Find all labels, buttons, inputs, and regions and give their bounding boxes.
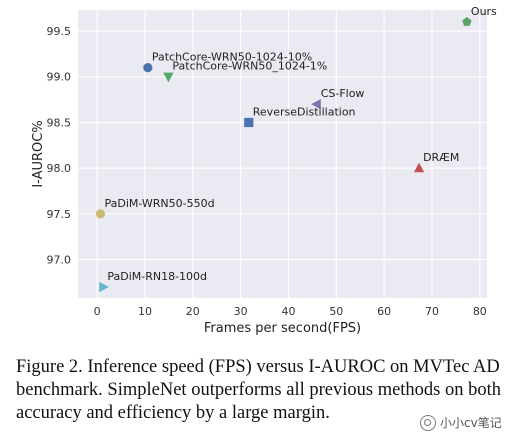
data-point: [99, 281, 109, 293]
point-label: PatchCore-WRN50-1024-10%: [152, 51, 312, 64]
data-point: [413, 162, 425, 173]
point-label: PaDiM-RN18-100d: [107, 270, 207, 283]
data-point: [462, 16, 472, 26]
watermark-text: 小小cv笔记: [440, 416, 502, 430]
point-label: ReverseDistillation: [253, 105, 356, 118]
x-axis-label: Frames per second(FPS): [204, 321, 361, 336]
y-tick-label: 98.0: [47, 162, 72, 175]
point-label: Ours: [471, 5, 497, 18]
wechat-logo-icon: [420, 414, 436, 431]
scatter-chart: 0 10 20 30 40 50 60 70 80 97.0 97.5 98.0 98.5 99.0 99…: [31, 5, 497, 336]
x-tick-label: 0: [94, 305, 101, 318]
y-tick-label: 99.0: [47, 71, 72, 84]
data-points: Ours PatchCore-WRN50-1024-10%PatchCore-WR…: [95, 5, 497, 293]
y-tick-label: 98.5: [47, 116, 72, 129]
y-tick-label: 97.0: [47, 254, 72, 267]
data-point: [163, 72, 174, 83]
point-label: DRÆM: [423, 151, 459, 164]
point-label: PatchCore-WRN50_1024-1%: [172, 60, 327, 73]
point-label: PaDiM-WRN50-550d: [104, 197, 214, 210]
y-axis-ticks: 97.0 97.5 98.0 98.5 99.0 99.5: [47, 25, 72, 267]
data-point: [143, 63, 153, 73]
x-tick-label: 30: [234, 305, 248, 318]
y-axis-label: I-AUROC%: [31, 120, 46, 187]
watermark: 小小cv笔记: [420, 414, 502, 431]
data-point: [311, 99, 321, 110]
y-tick-label: 99.5: [47, 25, 72, 38]
y-tick-label: 97.5: [47, 208, 72, 221]
x-tick-label: 50: [329, 305, 343, 318]
plot-area: [78, 10, 487, 298]
x-tick-label: 80: [473, 305, 487, 318]
x-tick-label: 40: [281, 305, 295, 318]
point-label: CS-Flow: [321, 87, 365, 100]
grid-lines: [78, 10, 487, 298]
data-point: [95, 209, 106, 219]
x-tick-label: 20: [186, 305, 200, 318]
x-axis-ticks: 0 10 20 30 40 50 60 70 80: [94, 305, 487, 318]
x-tick-label: 70: [425, 305, 439, 318]
data-point: [244, 117, 254, 128]
figure-caption: Figure 2. Inference speed (FPS) versus I…: [16, 357, 502, 423]
x-tick-label: 60: [377, 305, 391, 318]
x-tick-label: 10: [138, 305, 152, 318]
